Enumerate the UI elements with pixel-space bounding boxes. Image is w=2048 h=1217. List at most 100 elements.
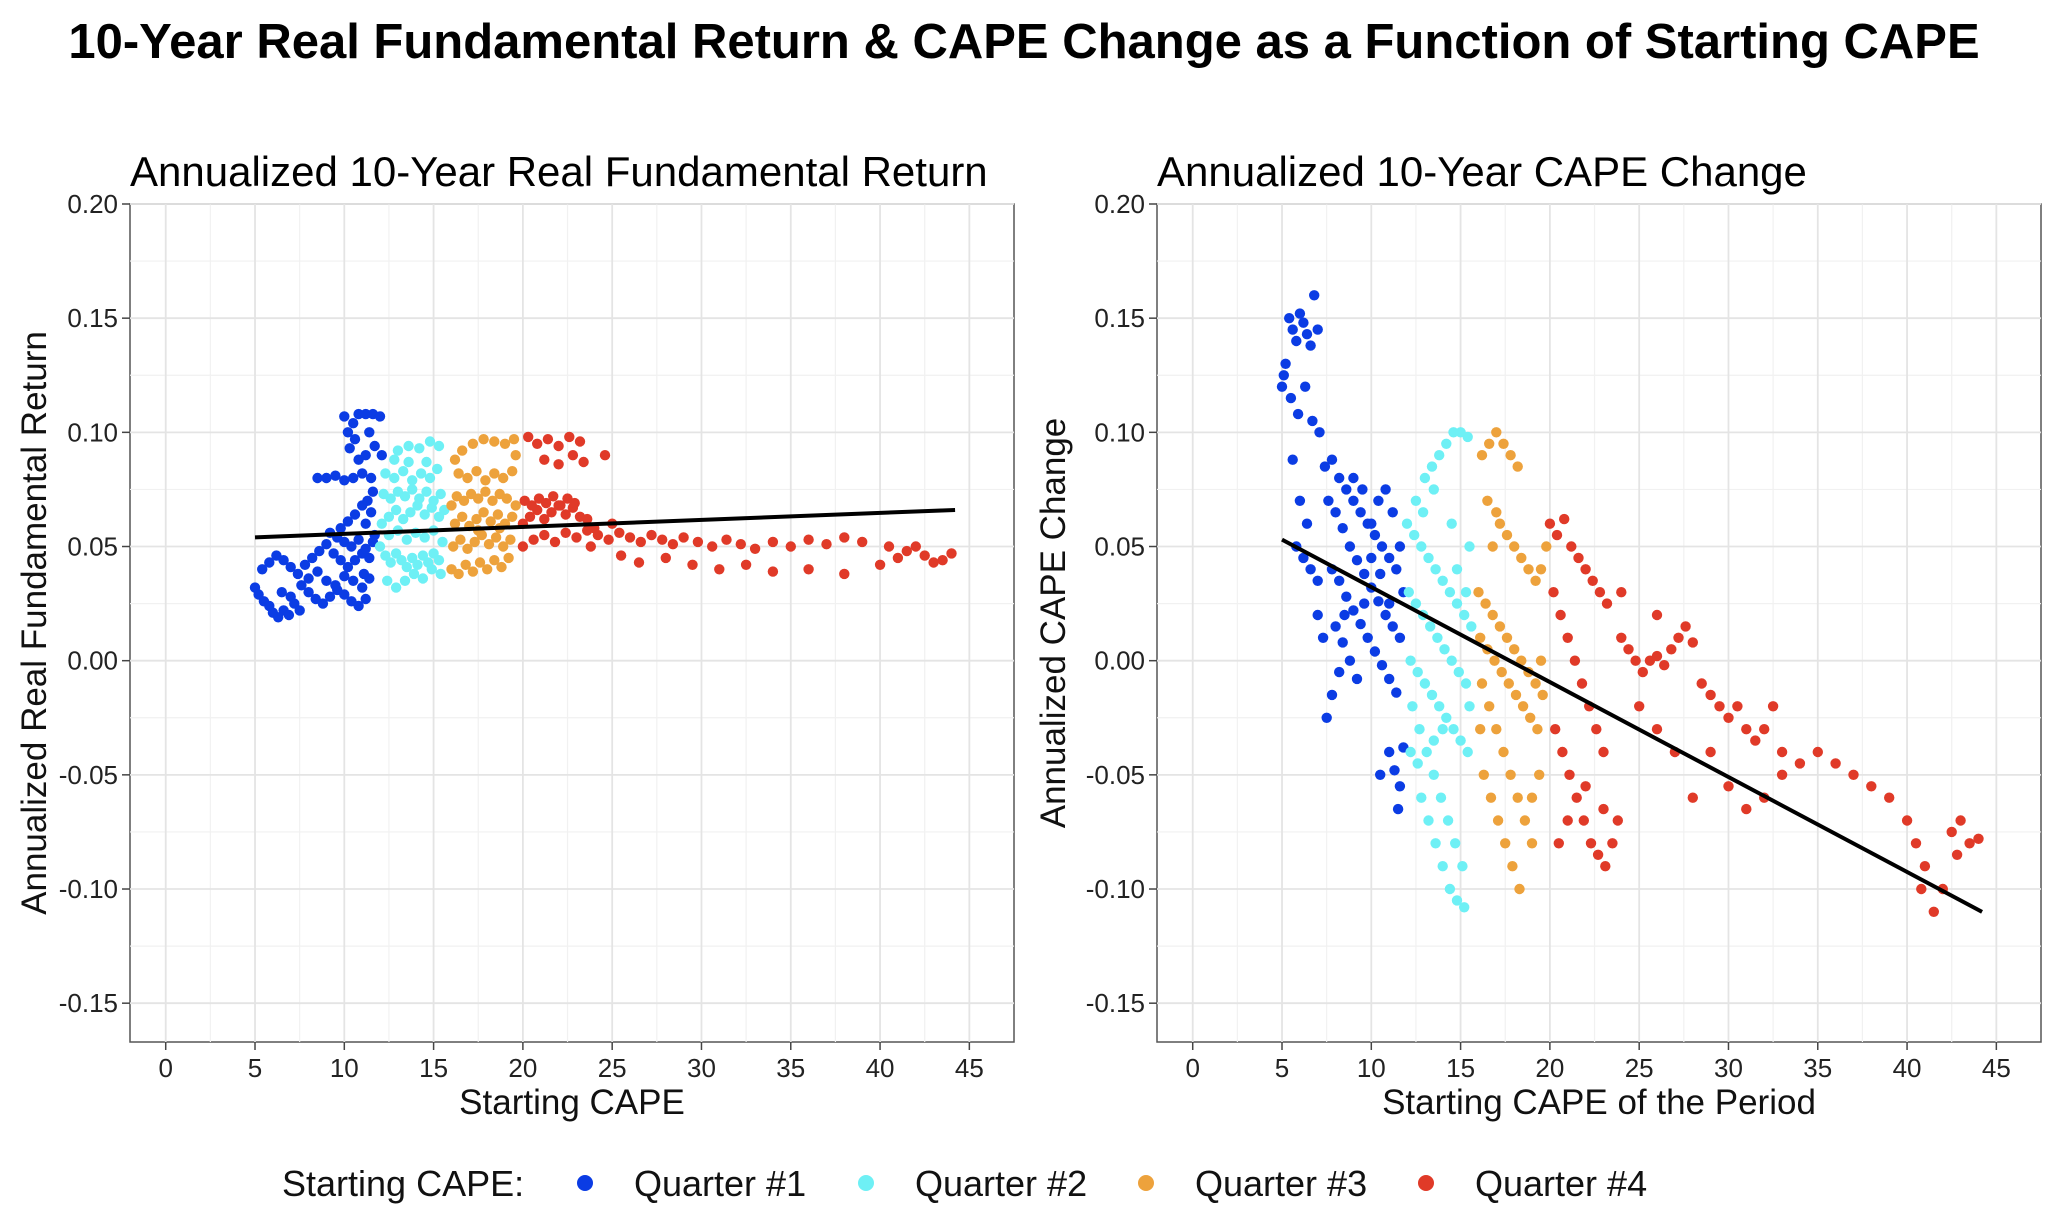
data-point <box>1298 552 1309 564</box>
data-point <box>1362 632 1373 643</box>
x-tick-label: 45 <box>955 1053 984 1083</box>
data-point <box>342 561 354 573</box>
data-point <box>312 566 323 577</box>
y-tick-label: -0.05 <box>59 760 118 790</box>
data-point <box>364 552 375 564</box>
data-point <box>1951 849 1963 860</box>
data-point <box>687 559 698 570</box>
data-point <box>453 468 464 479</box>
data-point <box>1421 746 1432 758</box>
data-point <box>346 541 357 552</box>
data-point <box>692 536 704 548</box>
data-point <box>358 568 370 580</box>
data-point <box>1428 769 1440 780</box>
data-point <box>749 543 761 554</box>
data-point <box>721 534 732 545</box>
data-point <box>1505 450 1516 461</box>
data-point <box>471 513 482 525</box>
data-point <box>1334 666 1345 678</box>
data-point <box>1607 838 1618 849</box>
data-point <box>1401 518 1413 529</box>
data-point <box>433 555 445 566</box>
data-point <box>283 609 295 621</box>
data-point <box>1514 883 1525 895</box>
x-tick-label: 25 <box>1625 1053 1654 1083</box>
data-point <box>349 434 361 445</box>
data-point <box>1405 655 1416 666</box>
data-point <box>1928 906 1940 917</box>
data-point <box>1901 815 1913 826</box>
data-point <box>367 486 379 497</box>
data-point <box>426 564 437 575</box>
data-point <box>1348 472 1359 484</box>
data-point <box>419 509 430 520</box>
data-point <box>478 507 489 518</box>
data-point <box>457 445 468 456</box>
data-point <box>292 568 304 580</box>
data-point <box>1551 529 1563 541</box>
legend-title: Starting CAPE: <box>282 1163 524 1204</box>
data-point <box>335 523 346 534</box>
data-point <box>344 443 355 454</box>
data-point <box>1651 609 1663 621</box>
data-point <box>1494 518 1506 529</box>
data-point <box>490 532 502 543</box>
data-point <box>324 591 336 602</box>
data-point <box>1312 609 1323 621</box>
data-point <box>489 468 500 479</box>
data-point <box>1526 792 1538 803</box>
data-point <box>1334 472 1345 484</box>
data-point <box>330 580 341 591</box>
data-point <box>1592 849 1604 860</box>
data-point <box>635 536 646 548</box>
data-point <box>1344 655 1356 666</box>
data-point <box>1462 746 1473 758</box>
data-point <box>1317 632 1329 643</box>
data-point <box>624 532 636 543</box>
data-point <box>480 475 491 486</box>
data-point <box>1544 518 1556 529</box>
data-point <box>510 500 521 511</box>
data-point <box>1380 609 1391 621</box>
data-point <box>1460 587 1472 598</box>
data-point <box>1294 308 1306 319</box>
data-point <box>615 550 627 561</box>
data-point <box>1687 792 1699 803</box>
data-point <box>1498 438 1509 449</box>
data-point <box>524 511 536 522</box>
data-point <box>421 456 432 468</box>
data-point <box>1591 724 1602 735</box>
data-point <box>1307 415 1318 427</box>
legend-item: Quarter #2 <box>858 1163 1087 1204</box>
legend-marker <box>1418 1175 1434 1191</box>
y-tick-label: -0.10 <box>59 874 118 904</box>
data-point <box>360 518 371 529</box>
data-point <box>1598 746 1609 758</box>
data-point <box>1616 632 1627 643</box>
data-point <box>360 450 371 461</box>
data-point <box>1439 644 1450 655</box>
data-point <box>1446 518 1457 529</box>
data-point <box>1460 678 1472 689</box>
data-point <box>492 509 504 520</box>
data-point <box>503 552 514 564</box>
x-tick-label: 40 <box>1893 1053 1922 1083</box>
data-point <box>1403 587 1415 598</box>
data-point <box>539 529 550 541</box>
left-panel-points <box>249 408 957 623</box>
data-point <box>555 500 566 511</box>
data-point <box>1376 541 1388 552</box>
data-point <box>857 536 868 548</box>
data-point <box>1759 724 1770 735</box>
data-point <box>1535 564 1547 575</box>
data-point <box>1637 666 1649 678</box>
data-point <box>389 454 400 465</box>
right-panel-ticks: 0 5 10 15 20 25 30 35 40 45 -0.15 -0.10 -0.05 0.00 0.0… <box>1086 189 2011 1083</box>
data-point <box>1389 765 1400 776</box>
left-panel-title: Annualized 10-Year Real Fundamental Retu… <box>130 148 988 195</box>
data-point <box>1455 735 1466 746</box>
data-point <box>1425 621 1436 632</box>
y-tick-label: 0.10 <box>1094 417 1145 447</box>
y-tick-label: 0.05 <box>67 532 118 562</box>
data-point <box>348 418 359 429</box>
